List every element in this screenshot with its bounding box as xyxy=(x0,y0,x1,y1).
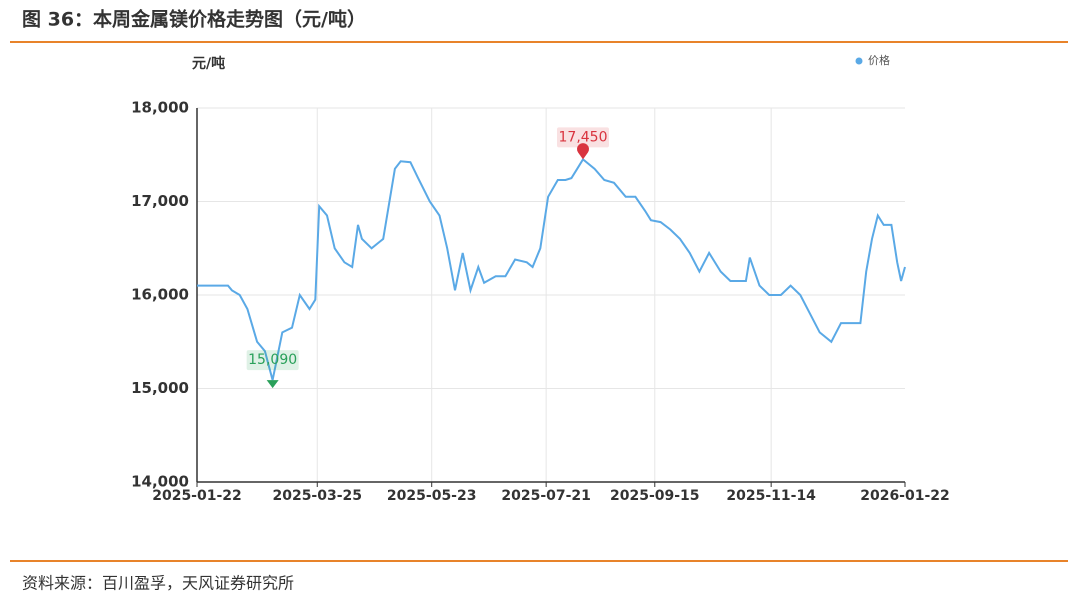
source: 资料来源：百川盈孚，天风证券研究所 xyxy=(22,574,294,593)
x-tick-label: 2025-09-15 xyxy=(610,488,700,504)
y-tick-label: 18,000 xyxy=(131,99,189,117)
annotation-box xyxy=(557,127,610,148)
legend-label: 价格 xyxy=(868,53,890,67)
chart-title: 图 36：本周金属镁价格走势图（元/吨） xyxy=(22,8,366,31)
y-tick-label: 15,000 xyxy=(131,379,189,397)
x-tick-label: 2025-11-14 xyxy=(726,488,816,504)
annotation-pin xyxy=(266,380,279,389)
y-tick-label: 17,000 xyxy=(131,192,189,210)
legend-marker xyxy=(855,57,863,65)
x-tick-label: 2025-05-23 xyxy=(387,488,477,504)
annotation-pin xyxy=(577,143,590,160)
x-tick-label: 2026-01-22 xyxy=(860,488,950,504)
y-axis-label: 元/吨 xyxy=(192,55,225,72)
y-tick-label: 16,000 xyxy=(131,286,189,304)
annotation-label: 17,450 xyxy=(559,129,608,145)
x-tick-label: 2025-01-22 xyxy=(152,488,242,504)
y-tick-label: 14,000 xyxy=(131,473,189,491)
x-tick-label: 2025-07-21 xyxy=(501,488,591,504)
annotation-box xyxy=(246,350,299,371)
price-line xyxy=(197,157,906,381)
annotation-label: 15,090 xyxy=(248,352,297,368)
x-tick-label: 2025-03-25 xyxy=(272,488,362,504)
